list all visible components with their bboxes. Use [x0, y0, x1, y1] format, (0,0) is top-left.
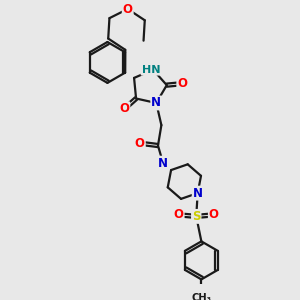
Text: CH₃: CH₃: [191, 292, 212, 300]
Text: O: O: [177, 77, 187, 90]
Text: N: N: [158, 157, 168, 169]
Text: HN: HN: [142, 65, 160, 75]
Text: O: O: [119, 102, 129, 116]
Text: O: O: [174, 208, 184, 221]
Text: O: O: [123, 2, 133, 16]
Text: N: N: [151, 97, 161, 110]
Text: N: N: [193, 187, 203, 200]
Text: O: O: [209, 208, 219, 221]
Text: S: S: [192, 210, 200, 223]
Text: O: O: [135, 137, 145, 150]
